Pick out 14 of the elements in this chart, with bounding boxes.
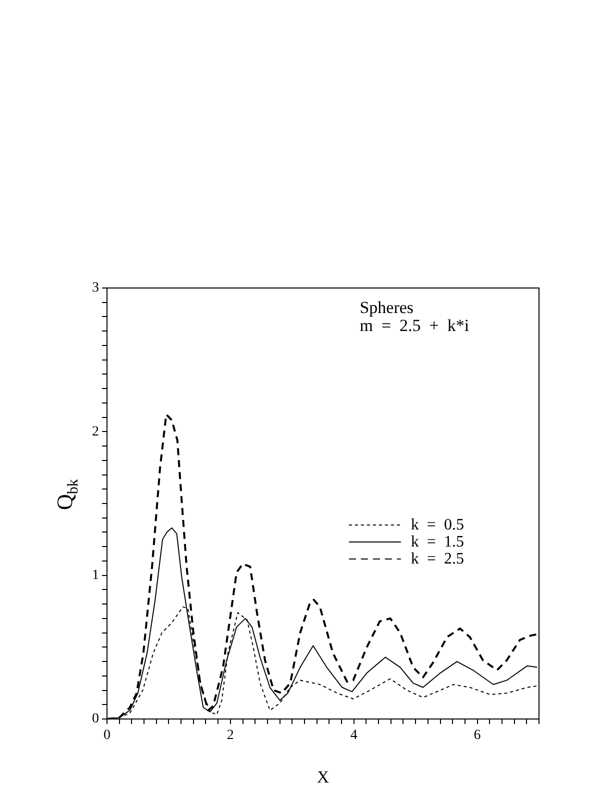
y-tick-label: 1 [92, 568, 99, 584]
legend-label: k = 2.5 [410, 550, 464, 568]
y-tick-label: 3 [92, 280, 99, 296]
legend-label: k = 1.5 [410, 533, 464, 550]
legend-label: k = 0.5 [410, 516, 464, 534]
x-tick-label: 4 [350, 728, 358, 744]
x-axis-title: X [316, 767, 330, 786]
x-tick-label: 0 [104, 728, 110, 744]
x-tick-label: 2 [226, 728, 234, 744]
y-tick-label: 0 [92, 712, 99, 727]
annotation: m = 2.5 + k*i [360, 316, 470, 335]
annotation: Spheres [360, 298, 414, 317]
x-tick-label: 6 [474, 728, 481, 744]
y-tick-label: 2 [92, 424, 99, 440]
